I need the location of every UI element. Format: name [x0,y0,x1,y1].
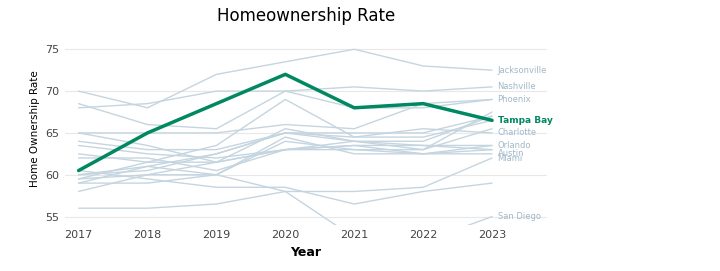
Text: Tampa Bay: Tampa Bay [498,116,552,125]
Text: Orlando: Orlando [498,141,531,150]
Text: Miami: Miami [498,153,523,163]
Text: San Diego: San Diego [498,212,541,221]
X-axis label: Year: Year [290,246,322,259]
Y-axis label: Home Ownership Rate: Home Ownership Rate [30,70,40,187]
Title: Homeownership Rate: Homeownership Rate [217,7,395,25]
Text: Jacksonville: Jacksonville [498,66,547,75]
Text: Phoenix: Phoenix [498,95,531,104]
Text: Charlotte: Charlotte [498,128,536,137]
Text: Nashville: Nashville [498,82,536,91]
Text: Austin: Austin [498,149,524,158]
